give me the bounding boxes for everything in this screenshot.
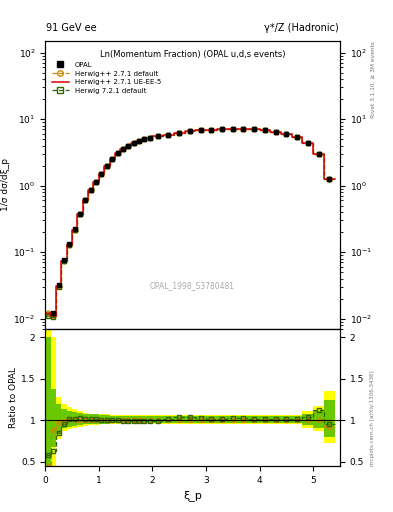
Y-axis label: Ratio to OPAL: Ratio to OPAL [9, 367, 18, 428]
Text: Ln(Momentum Fraction) (OPAL u,d,s events): Ln(Momentum Fraction) (OPAL u,d,s events… [100, 50, 285, 58]
Text: mcplots.cern.ch [arXiv:1306.3436]: mcplots.cern.ch [arXiv:1306.3436] [370, 370, 375, 466]
Text: γ*/Z (Hadronic): γ*/Z (Hadronic) [264, 23, 339, 33]
X-axis label: ξ_p: ξ_p [183, 490, 202, 501]
Text: Rivet 3.1.10, ≥ 3M events: Rivet 3.1.10, ≥ 3M events [370, 41, 375, 118]
Text: OPAL_1998_S3780481: OPAL_1998_S3780481 [150, 281, 235, 290]
Legend: OPAL, Herwig++ 2.7.1 default, Herwig++ 2.7.1 UE-EE-5, Herwig 7.2.1 default: OPAL, Herwig++ 2.7.1 default, Herwig++ 2… [51, 62, 161, 94]
Text: 91 GeV ee: 91 GeV ee [46, 23, 97, 33]
Y-axis label: 1/σ dσ/dξ_p: 1/σ dσ/dξ_p [2, 158, 10, 211]
